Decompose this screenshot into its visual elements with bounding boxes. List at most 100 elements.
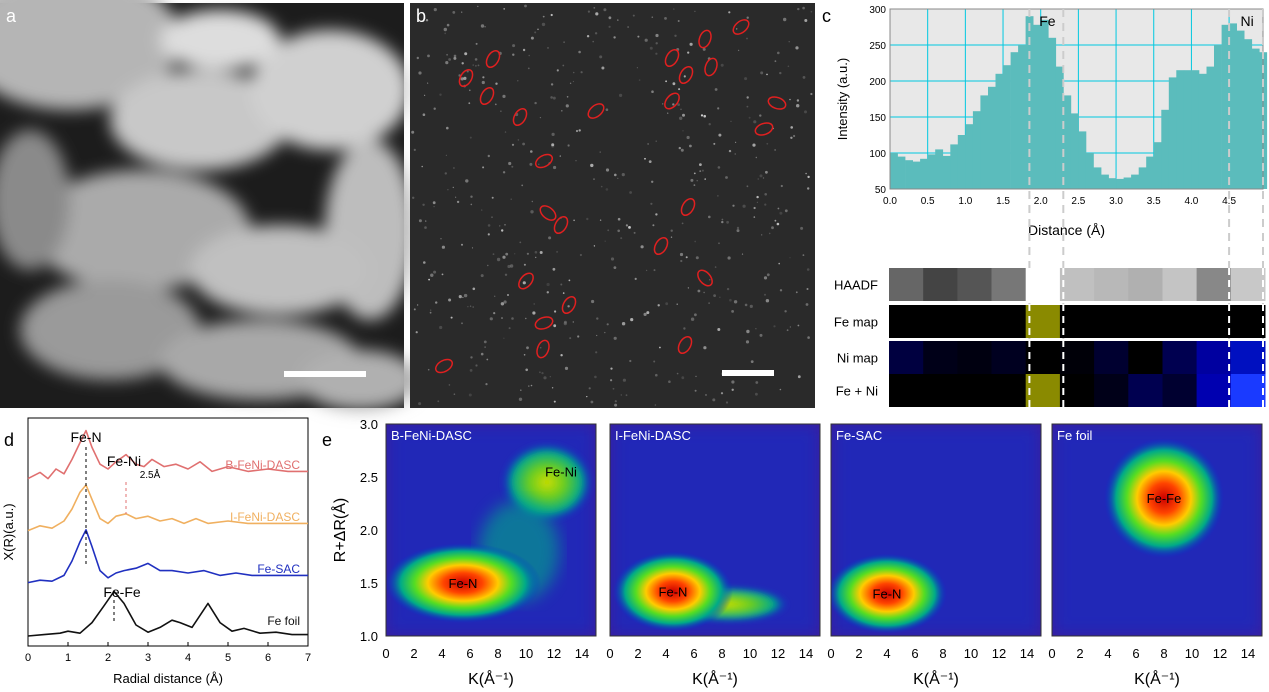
atom-speckle — [468, 102, 471, 105]
atom-speckle — [766, 73, 768, 76]
atom-speckle — [654, 404, 657, 406]
atom-speckle — [665, 302, 669, 306]
histogram-bar — [1183, 70, 1192, 189]
atom-speckle — [795, 291, 798, 294]
atom-speckle — [547, 47, 549, 49]
wt-panel-title: I-FeNi-DASC — [615, 428, 691, 443]
atom-speckle — [530, 210, 534, 214]
atom-speckle — [475, 364, 478, 367]
atom-speckle — [744, 77, 748, 81]
atom-speckle — [748, 116, 751, 119]
atom-speckle — [627, 26, 629, 28]
x-tick-label: 0 — [606, 646, 613, 661]
atom-speckle — [596, 334, 598, 337]
x-tick-label: 4 — [185, 652, 191, 664]
atom-speckle — [470, 356, 473, 359]
histogram-bar — [1070, 113, 1079, 189]
atom-speckle — [672, 103, 675, 106]
mapping-cell — [1162, 305, 1198, 338]
atom-speckle — [494, 295, 496, 297]
atom-speckle — [655, 42, 658, 45]
atom-speckle — [599, 219, 602, 221]
atom-speckle — [446, 126, 449, 130]
mapping-cell — [1094, 374, 1129, 407]
atom-speckle — [411, 130, 415, 134]
mapping-cell — [1025, 374, 1061, 407]
mapping-cell — [1128, 305, 1163, 338]
atom-speckle — [717, 328, 721, 331]
atom-speckle — [423, 261, 426, 264]
atom-speckle — [433, 270, 437, 274]
atom-speckle — [512, 53, 515, 56]
atom-speckle — [774, 219, 777, 222]
atom-speckle — [753, 216, 756, 218]
atom-speckle — [779, 388, 782, 391]
atom-speckle — [461, 243, 463, 246]
atom-speckle — [757, 178, 759, 180]
atom-pair-circle — [479, 86, 495, 106]
atom-speckle — [505, 252, 509, 256]
atom-speckle — [423, 17, 426, 19]
atom-speckle — [504, 131, 507, 133]
x-axis-label: Distance (Å) — [1028, 222, 1105, 238]
atom-speckle — [593, 245, 596, 247]
atom-speckle — [569, 82, 572, 85]
atom-speckle — [708, 215, 711, 219]
atom-speckle — [484, 346, 486, 348]
atom-speckle — [463, 76, 467, 80]
atom-speckle — [742, 204, 746, 208]
atom-speckle — [694, 10, 696, 13]
atom-speckle — [468, 393, 472, 397]
atom-speckle — [477, 5, 479, 8]
atom-speckle — [494, 103, 497, 106]
atom-speckle — [664, 17, 667, 20]
mapping-cell — [991, 341, 1027, 374]
atom-speckle — [755, 156, 757, 159]
histogram-bar — [1116, 178, 1124, 189]
exafs-series-line — [27, 429, 308, 480]
histogram-bar — [965, 124, 974, 189]
atom-speckle — [415, 331, 418, 334]
x-tick-label: 0 — [25, 652, 31, 664]
atom-speckle — [469, 89, 471, 92]
atom-speckle — [452, 11, 456, 14]
histogram-bar — [1040, 19, 1049, 189]
atom-speckle — [784, 310, 787, 313]
atom-speckle — [721, 218, 724, 221]
atom-speckle — [680, 108, 682, 111]
atom-speckle — [553, 400, 556, 403]
x-tick-label: 0.0 — [883, 196, 897, 207]
mapping-cell — [1094, 341, 1129, 374]
atom-speckle — [539, 117, 542, 119]
atom-speckle — [452, 186, 454, 189]
panel-label-c: c — [822, 6, 831, 26]
atom-speckle — [522, 48, 526, 52]
x-tick-label: 2.0 — [1034, 196, 1048, 207]
atom-speckle — [588, 387, 591, 390]
atom-speckle — [734, 153, 736, 155]
atom-speckle — [655, 140, 657, 142]
atom-speckle — [655, 213, 658, 216]
atom-speckle — [543, 376, 547, 380]
x-tick-label: 0.5 — [921, 196, 935, 207]
atom-speckle — [680, 148, 684, 152]
atom-speckle — [418, 402, 422, 406]
atom-speckle — [765, 170, 768, 174]
atom-speckle — [648, 160, 652, 164]
atom-speckle — [422, 113, 426, 116]
mapping-cell — [1196, 374, 1232, 407]
mapping-cell — [1162, 341, 1198, 374]
atom-speckle — [500, 302, 505, 306]
atom-speckle — [475, 42, 478, 45]
mapping-cell — [1059, 268, 1095, 301]
atom-speckle — [432, 201, 436, 205]
atom-speckle — [690, 178, 694, 182]
atom-speckle — [780, 184, 783, 188]
atom-speckle — [765, 299, 770, 303]
atom-speckle — [461, 322, 463, 325]
atom-speckle — [759, 114, 762, 117]
wt-panel-title: B-FeNi-DASC — [391, 428, 472, 443]
atom-speckle — [690, 317, 695, 321]
atom-speckle — [790, 126, 793, 129]
